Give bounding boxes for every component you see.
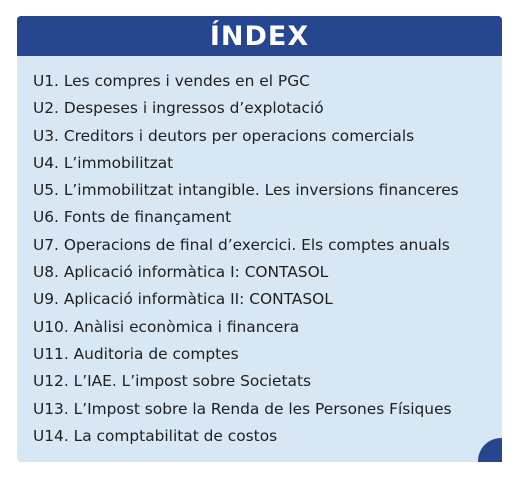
unit-item-3: U3. Creditors i deutors per operacions c… xyxy=(33,126,415,145)
index-title: ÍNDEX xyxy=(209,20,310,52)
unit-item-6: U6. Fonts de finançament xyxy=(33,208,232,227)
unit-item-11: U11. Auditoria de comptes xyxy=(33,344,239,363)
unit-item-1: U1. Les compres i vendes en el PGC xyxy=(33,72,310,90)
unit-item-2: U2. Despeses i ingressos d’explotació xyxy=(33,99,324,118)
unit-item-10: U10. Anàlisi econòmica i financera xyxy=(33,317,300,336)
index-header: ÍNDEX xyxy=(17,16,502,56)
unit-item-8: U8. Aplicació informàtica I: CONTASOL xyxy=(33,263,329,282)
unit-item-9: U9. Aplicació informàtica II: CONTASOL xyxy=(33,290,333,309)
unit-item-5: U5. L’immobilitzat intangible. Les inver… xyxy=(33,181,459,200)
unit-item-13: U13. L’Impost sobre la Renda de les Pers… xyxy=(33,399,452,418)
index-card: ÍNDEX U1. Les compres i vendes en el PGC… xyxy=(17,16,502,462)
corner-decoration xyxy=(478,438,502,462)
page-corner-mark xyxy=(0,474,10,482)
unit-item-4: U4. L’immobilitzat xyxy=(33,153,174,172)
unit-item-7: U7. Operacions de final d’exercici. Els … xyxy=(33,235,450,254)
unit-list: U1. Les compres i vendes en el PGC U2. D… xyxy=(33,68,459,450)
unit-item-12: U12. L’IAE. L’impost sobre Societats xyxy=(33,372,312,391)
unit-item-14: U14. La comptabilitat de costos xyxy=(33,426,278,445)
